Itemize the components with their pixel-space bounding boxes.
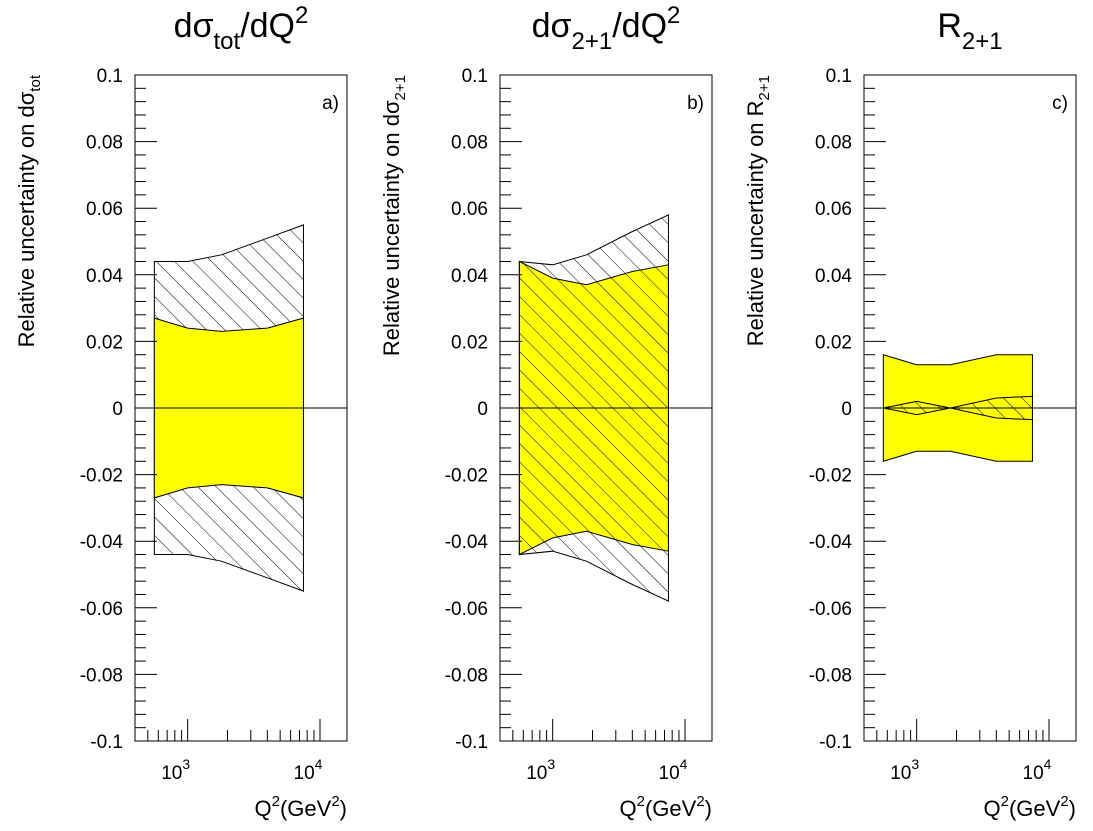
y-tick-label: 0.04 xyxy=(815,266,852,287)
x-axis-label: Q2(GeV2) xyxy=(255,793,348,821)
y-tick-label: -0.02 xyxy=(809,466,852,487)
y-tick-label: 0.08 xyxy=(451,133,488,154)
x-tick-label: 104 xyxy=(659,756,688,784)
y-tick-label: -0.1 xyxy=(455,732,488,753)
y-tick-label: -0.06 xyxy=(809,599,852,620)
y-tick-label: -0.08 xyxy=(445,665,488,686)
y-tick-label: 0.02 xyxy=(451,332,488,353)
y-tick-label: -0.02 xyxy=(80,466,123,487)
y-tick-label: 0.1 xyxy=(826,66,852,87)
y-tick-label: 0 xyxy=(477,399,488,420)
y-tick-label: -0.02 xyxy=(445,466,488,487)
x-axis-label: Q2(GeV2) xyxy=(984,793,1077,821)
y-tick-label: 0.02 xyxy=(815,332,852,353)
y-tick-label: -0.08 xyxy=(809,665,852,686)
y-tick-label: 0.1 xyxy=(462,66,488,87)
y-tick-label: -0.1 xyxy=(90,732,123,753)
y-tick-label: 0.08 xyxy=(86,133,123,154)
y-tick-label: 0 xyxy=(112,399,123,420)
panel-title: dσtot/dQ2 xyxy=(174,2,309,55)
y-tick-label: -0.06 xyxy=(80,599,123,620)
y-axis-label: Relative uncertainty on dσ2+1 xyxy=(379,75,409,356)
y-tick-label: -0.04 xyxy=(80,532,124,553)
y-tick-label: -0.06 xyxy=(445,599,488,620)
y-axis-label: Relative uncertainty on R2+1 xyxy=(743,75,773,346)
y-tick-label: 0 xyxy=(841,399,852,420)
y-tick-label: -0.04 xyxy=(809,532,853,553)
y-tick-label: 0.06 xyxy=(451,199,488,220)
y-tick-label: 0.1 xyxy=(97,66,123,87)
panel-a: 0.1 0.08 0.06 0.04 0.02 0 -0.02 -0.04 -0.06 -0.08… xyxy=(14,2,348,821)
y-tick-label: -0.1 xyxy=(819,732,852,753)
y-tick-label: 0.04 xyxy=(86,266,123,287)
x-axis-label: Q2(GeV2) xyxy=(620,793,713,821)
x-tick-label: 104 xyxy=(294,756,323,784)
y-tick-label: 0.06 xyxy=(815,199,852,220)
panel-b: 0.1 0.08 0.06 0.04 0.02 0 -0.02 -0.04 -0.06 -0.08… xyxy=(379,2,713,821)
x-tick-label: 103 xyxy=(890,756,919,784)
panel-c: 0.1 0.08 0.06 0.04 0.02 0 -0.02 -0.04 -0.06 -0.08… xyxy=(743,7,1077,821)
panel-title: R2+1 xyxy=(937,7,1002,55)
y-tick-label: 0.08 xyxy=(815,133,852,154)
panel-tag: a) xyxy=(322,93,339,114)
y-tick-label: 0.06 xyxy=(86,199,123,220)
panel-title: dσ2+1/dQ2 xyxy=(532,2,681,55)
y-tick-label: 0.02 xyxy=(86,332,123,353)
y-tick-label: 0.04 xyxy=(451,266,488,287)
y-tick-label: -0.08 xyxy=(80,665,123,686)
panel-tag: b) xyxy=(687,93,704,114)
x-tick-label: 103 xyxy=(161,756,190,784)
y-tick-label: -0.04 xyxy=(445,532,489,553)
y-axis-label: Relative uncertainty on dσtot xyxy=(14,74,44,347)
x-tick-label: 104 xyxy=(1023,756,1052,784)
x-tick-label: 103 xyxy=(526,756,555,784)
panel-tag: c) xyxy=(1052,93,1068,114)
